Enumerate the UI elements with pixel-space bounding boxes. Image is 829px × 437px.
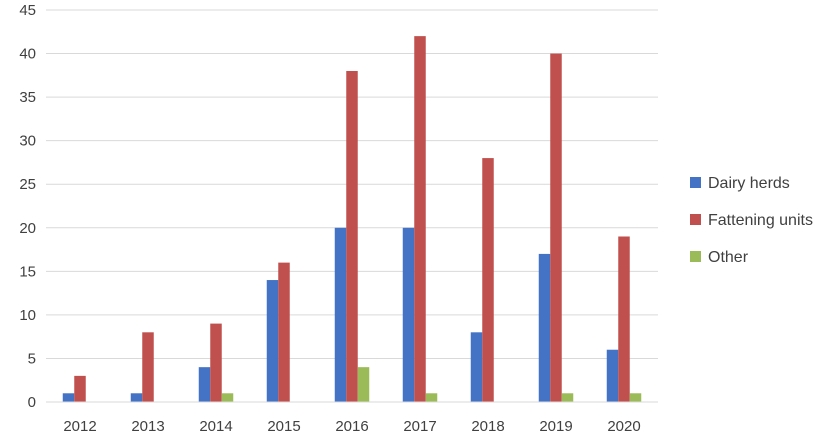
legend-label: Other — [708, 249, 749, 266]
bar-dairy-herds-2014 — [198, 367, 211, 402]
x-axis-tick-labels: 2012 2013 2014 2015 2016 2017 2018 2019 2020 — [63, 418, 640, 435]
bar-fattening-units-2020 — [618, 236, 630, 402]
y-tick-label: 20 — [19, 220, 36, 237]
bar-other-2016 — [357, 367, 370, 402]
bar-dairy-herds-2012 — [62, 393, 75, 402]
y-tick-label: 10 — [19, 307, 36, 324]
bar-fattening-units-2019 — [550, 53, 562, 403]
legend-label: Dairy herds — [708, 175, 790, 192]
legend-label: Fattening units — [708, 212, 813, 229]
bar-dairy-herds-2020 — [606, 349, 619, 402]
bar-other-2014 — [221, 393, 234, 402]
bar-fattening-units-2013 — [142, 332, 154, 402]
legend-swatch — [690, 214, 701, 225]
x-tick-label: 2013 — [131, 418, 164, 435]
y-tick-label: 25 — [19, 176, 36, 193]
bar-dairy-herds-2016 — [334, 227, 347, 402]
bar-fattening-units-2016 — [346, 70, 358, 402]
x-tick-label: 2018 — [471, 418, 504, 435]
y-tick-label: 45 — [19, 2, 36, 19]
bar-other-2017 — [425, 393, 438, 402]
bars — [62, 36, 642, 403]
bar-fattening-units-2015 — [278, 262, 290, 402]
y-tick-label: 30 — [19, 133, 36, 150]
y-tick-label: 40 — [19, 46, 36, 63]
x-tick-label: 2019 — [539, 418, 572, 435]
y-tick-label: 15 — [19, 263, 36, 280]
legend-swatch — [690, 251, 701, 262]
bar-fattening-units-2017 — [414, 36, 426, 402]
x-tick-label: 2015 — [267, 418, 300, 435]
x-tick-label: 2020 — [607, 418, 640, 435]
bar-dairy-herds-2013 — [130, 393, 143, 402]
x-tick-label: 2014 — [199, 418, 232, 435]
bar-dairy-herds-2017 — [402, 227, 415, 402]
legend: Dairy herds Fattening units Other — [690, 175, 813, 266]
bar-dairy-herds-2019 — [538, 253, 551, 402]
legend-swatch — [690, 177, 701, 188]
bar-dairy-herds-2015 — [266, 280, 279, 402]
bar-fattening-units-2018 — [482, 158, 494, 402]
x-tick-label: 2017 — [403, 418, 436, 435]
bar-other-2019 — [561, 393, 574, 402]
y-tick-label: 35 — [19, 89, 36, 106]
bar-dairy-herds-2018 — [470, 332, 483, 402]
y-axis-tick-labels: 0 5 10 15 20 25 30 35 40 45 — [19, 2, 36, 411]
bar-fattening-units-2012 — [74, 375, 86, 402]
y-tick-label: 0 — [28, 394, 36, 411]
x-tick-label: 2012 — [63, 418, 96, 435]
bar-fattening-units-2014 — [210, 323, 222, 402]
bar-other-2020 — [629, 393, 642, 402]
y-tick-label: 5 — [28, 350, 36, 367]
x-tick-label: 2016 — [335, 418, 368, 435]
